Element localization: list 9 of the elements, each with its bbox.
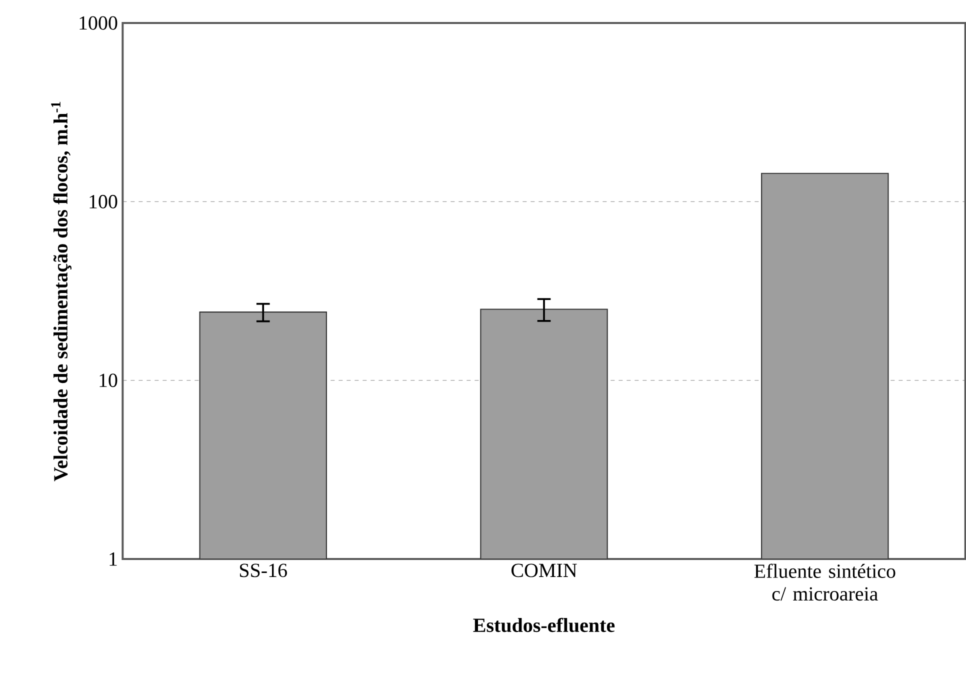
x-tick-label: SS-16 [240,564,287,578]
y-axis-title: Velcoidade de sedimentação dos flocos, m.h$^{-1}$ [51,102,72,482]
x-tick-label: COMIN [511,564,577,578]
y-tick-label: 100 [90,194,118,208]
x-axis-title: Estudos-efluente [473,618,615,632]
y-tick-label: 10 [100,374,118,388]
y-tick-label: 1 [110,552,117,566]
x-tick-label: Efluente sintético c/ microareia [754,564,896,601]
y-tick-label: 1000 [80,16,118,30]
